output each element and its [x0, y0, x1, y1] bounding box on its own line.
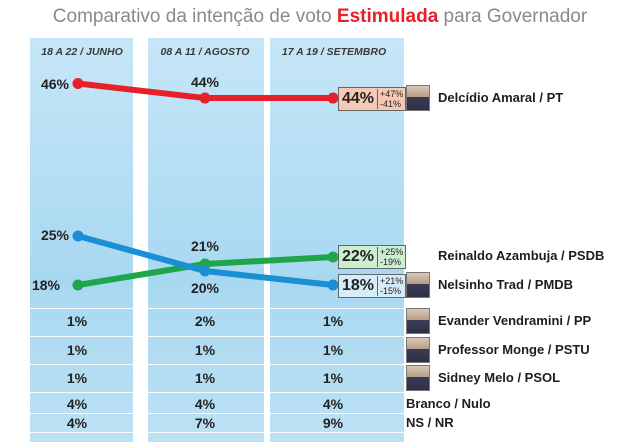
table-cell: 1% — [66, 313, 88, 329]
table-cell: 9% — [322, 415, 344, 431]
data-label: 44% — [190, 74, 220, 91]
table-cell: 1% — [194, 370, 216, 386]
title-prefix: Comparativo da intenção de voto — [52, 6, 337, 27]
series-line-segment — [75, 80, 208, 102]
row-name: NS / NR — [406, 415, 454, 430]
table-cell: 4% — [194, 396, 216, 412]
table-cell: 1% — [66, 342, 88, 358]
row-separator — [0, 413, 640, 414]
data-point — [72, 230, 84, 242]
title-highlight: Estimulada — [336, 6, 439, 27]
range-upper: +25% — [380, 247, 404, 257]
chart-title: Comparativo da intenção de voto Estimula… — [0, 6, 640, 28]
final-value-box: 18% +21% -15% — [338, 274, 407, 298]
period-header-2: 08 A 11 / AGOSTO — [160, 46, 250, 58]
row-separator — [0, 336, 640, 337]
series-line-segment — [202, 268, 336, 288]
row-name: Evander Vendramini / PP — [438, 313, 592, 328]
table-cell: 4% — [66, 415, 88, 431]
row-separator — [0, 308, 640, 309]
range-label: +21% -15% — [377, 276, 405, 296]
series-line-segment — [75, 233, 208, 274]
row-separator — [0, 432, 640, 433]
data-label: 20% — [190, 280, 220, 296]
data-label: 21% — [190, 238, 220, 254]
range-lower: -15% — [380, 286, 402, 296]
row-name: Sidney Melo / PSOL — [438, 370, 561, 385]
column-bg-2 — [148, 38, 264, 442]
data-point — [327, 279, 339, 291]
final-value: 22% — [342, 248, 375, 265]
data-point — [72, 279, 84, 291]
period-header-1: 18 A 22 / JUNHO — [41, 46, 123, 58]
data-label: 18% — [31, 277, 61, 293]
row-name: Professor Monge / PSTU — [438, 342, 590, 357]
row-separator — [0, 392, 640, 393]
candidate-name: Reinaldo Azambuja / PSDB — [438, 248, 605, 263]
table-cell: 1% — [322, 370, 344, 386]
table-cell: 1% — [194, 342, 216, 358]
series-line-segment — [202, 254, 336, 267]
title-suffix: para Governador — [438, 6, 588, 27]
table-cell: 4% — [322, 396, 344, 412]
range-upper: +21% — [380, 276, 404, 286]
data-point — [72, 78, 84, 90]
table-cell: 2% — [194, 313, 216, 329]
table-cell: 1% — [322, 342, 344, 358]
table-cell: 4% — [66, 396, 88, 412]
range-upper: +47% — [380, 89, 404, 99]
candidate-photo — [406, 337, 430, 363]
candidate-photo — [406, 308, 430, 334]
final-value-box: 44% +47% -41% — [338, 87, 407, 111]
data-point — [199, 92, 211, 104]
table-cell: 1% — [66, 370, 88, 386]
range-label: +25% -19% — [377, 247, 405, 267]
final-value: 44% — [342, 90, 375, 107]
final-value: 18% — [342, 277, 375, 294]
range-label: +47% -41% — [377, 89, 405, 109]
data-point — [327, 92, 339, 104]
final-value-box: 22% +25% -19% — [338, 245, 407, 269]
period-header-3: 17 A 19 / SETEMBRO — [281, 46, 387, 58]
candidate-photo — [406, 85, 430, 111]
data-label: 25% — [40, 227, 70, 243]
candidate-name: Delcídio Amaral / PT — [438, 90, 564, 105]
candidate-photo — [406, 272, 430, 298]
row-separator — [0, 364, 640, 365]
range-lower: -41% — [380, 99, 402, 109]
candidate-name: Nelsinho Trad / PMDB — [438, 277, 574, 292]
data-point — [199, 265, 211, 277]
range-lower: -19% — [380, 257, 402, 267]
candidate-photo — [406, 365, 430, 391]
row-name: Branco / Nulo — [406, 396, 491, 411]
table-cell: 7% — [194, 415, 216, 431]
data-point — [327, 251, 339, 263]
data-label: 46% — [40, 75, 70, 92]
table-cell: 1% — [322, 313, 344, 329]
